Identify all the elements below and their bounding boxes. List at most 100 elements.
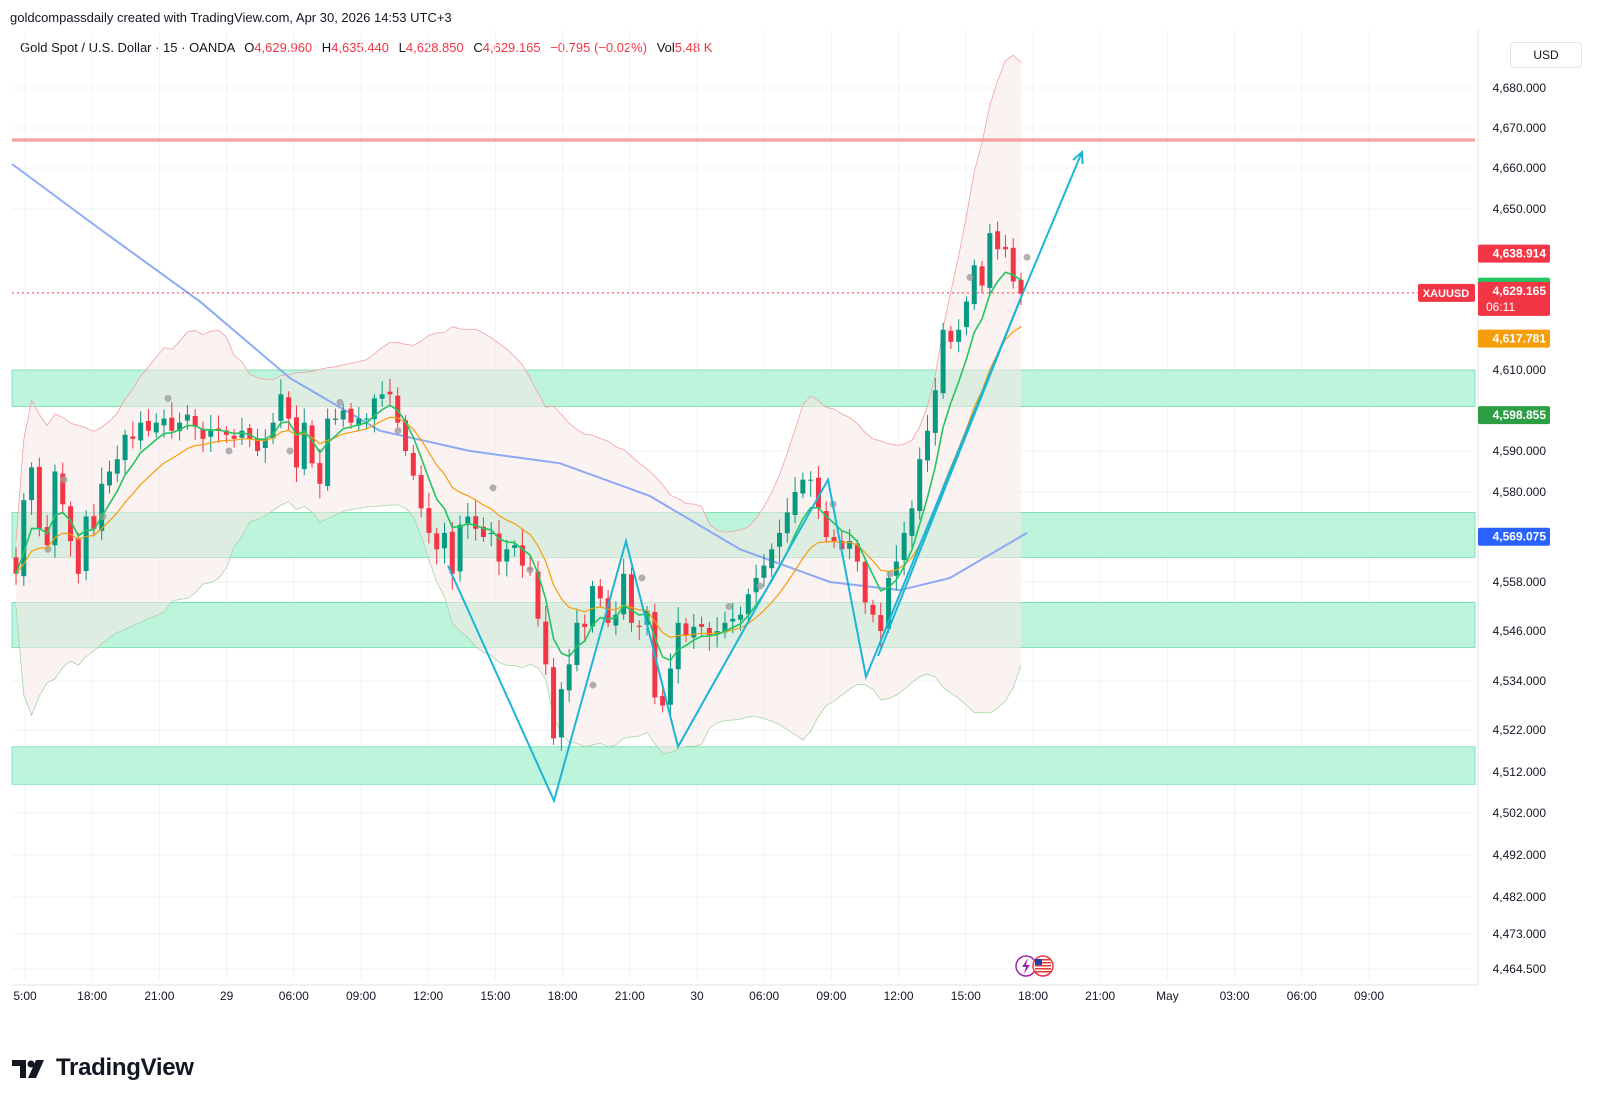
candle-body — [332, 418, 338, 420]
candle-body — [784, 512, 790, 534]
sma-long-line — [11, 163, 1028, 592]
candle-body — [683, 623, 689, 636]
time-tick-label: 09:00 — [346, 989, 376, 1003]
time-tick-label: 06:00 — [749, 989, 779, 1003]
candle-body — [270, 422, 276, 439]
candle-body — [512, 545, 518, 548]
candle-body — [262, 438, 268, 449]
candle-body — [932, 390, 938, 433]
price-tick-label: 4,546.000 — [1493, 624, 1547, 638]
signal-dot — [286, 447, 294, 455]
candle-body — [301, 422, 307, 470]
flag-stripe — [1035, 965, 1051, 967]
candle-body — [761, 565, 767, 578]
candle-body — [161, 418, 167, 426]
candle-body — [948, 330, 954, 342]
time-tick-label: 09:00 — [1354, 989, 1384, 1003]
candle-body — [831, 537, 837, 542]
candle-body — [940, 329, 946, 394]
time-tick-label: 18:00 — [548, 989, 578, 1003]
candle-body — [543, 621, 549, 665]
price-chart[interactable]: 4,680.000 4,670.000 4,660.000 4,650.000 4,61… — [0, 0, 1600, 1040]
candle-body — [278, 394, 284, 421]
price-label-box — [1478, 281, 1550, 316]
price-tick-label: 4,482.000 — [1493, 890, 1547, 904]
candle-body — [496, 533, 502, 562]
signal-dot — [394, 427, 402, 435]
candle-body — [293, 417, 299, 468]
signal-dot — [638, 574, 646, 582]
countdown-text: 06:11 — [1486, 300, 1515, 314]
candle-body — [356, 418, 362, 426]
trend-line — [877, 297, 1022, 657]
candle-body — [247, 427, 253, 439]
candle-body — [808, 479, 814, 481]
symbol-title[interactable]: Gold Spot / U.S. Dollar · 15 · OANDA — [20, 40, 235, 55]
candle-body — [348, 408, 354, 423]
candle-body — [800, 479, 806, 494]
candle-body — [847, 541, 853, 549]
candle-body — [309, 425, 315, 464]
flag-stripe — [1035, 962, 1051, 964]
sma-line — [11, 163, 1028, 592]
candle-body — [730, 618, 736, 622]
price-tick-label: 4,512.000 — [1493, 765, 1547, 779]
candle-body — [29, 467, 35, 501]
candle-body — [200, 428, 206, 439]
candle-body — [870, 604, 876, 615]
symbol-legend[interactable]: Gold Spot / U.S. Dollar · 15 · OANDA O4,… — [20, 40, 712, 55]
candle-body — [208, 430, 214, 437]
currency-selector[interactable]: USD — [1510, 42, 1582, 68]
symbol-tag-text: XAUUSD — [1423, 288, 1470, 300]
flag-stripe — [1035, 971, 1051, 973]
candle-body — [519, 545, 525, 566]
candle-body — [255, 438, 261, 451]
price-tick-label: 4,580.000 — [1493, 485, 1547, 499]
candle-body — [769, 549, 775, 569]
candle-body — [995, 231, 1001, 250]
candle-body — [106, 471, 112, 486]
candle-body — [1010, 247, 1016, 282]
candle-body — [13, 557, 19, 574]
close-value: 4,629.165 — [482, 40, 541, 55]
candle-body — [114, 459, 120, 474]
signal-dot — [725, 603, 733, 610]
time-tick-label: 18:00 — [1018, 989, 1048, 1003]
candle-body — [667, 668, 673, 705]
tradingview-brand[interactable]: TradingView — [12, 1054, 194, 1082]
bollinger-lower — [15, 501, 1022, 754]
candle-body — [441, 532, 447, 549]
candle-body — [636, 625, 642, 627]
lightning-glyph-icon — [1022, 958, 1030, 974]
tradingview-logo-icon — [12, 1060, 44, 1078]
open-value: 4,629.960 — [254, 40, 313, 55]
flag-stripe — [1035, 968, 1051, 970]
candle-body — [239, 430, 245, 438]
candle-body — [457, 524, 463, 572]
candle-body — [706, 628, 712, 636]
candle-body — [68, 506, 74, 542]
candle-body — [699, 624, 705, 627]
candle-body — [449, 531, 455, 574]
candle-body — [979, 266, 985, 286]
price-tick-label: 4,558.000 — [1493, 575, 1547, 589]
candle-body — [130, 436, 136, 439]
signal-dot — [1023, 253, 1031, 261]
candle-body — [722, 622, 728, 633]
signal-dot — [966, 273, 974, 281]
signal-dot — [225, 447, 233, 455]
time-tick-label: 03:00 — [1220, 989, 1250, 1003]
candle-body — [75, 538, 81, 574]
candle-body — [566, 664, 572, 691]
volume-label: Vol — [656, 40, 675, 55]
candle-body — [590, 586, 596, 627]
candle-body — [231, 435, 237, 439]
candle-body — [325, 418, 331, 486]
signal-dot — [336, 398, 344, 406]
price-tick-label: 4,473.000 — [1493, 927, 1547, 941]
resistance-line — [12, 138, 1475, 142]
candle-body — [473, 516, 479, 529]
attribution-text: goldcompassdaily created with TradingVie… — [10, 10, 452, 25]
price-tick-label: 4,660.000 — [1493, 161, 1547, 175]
